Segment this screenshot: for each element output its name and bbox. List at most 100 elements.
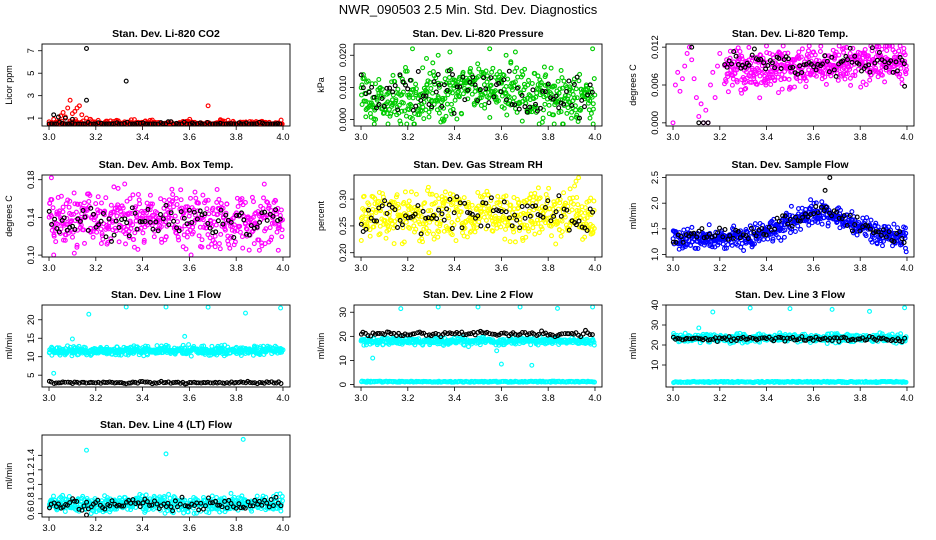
data-point <box>199 237 205 243</box>
data-point <box>742 64 748 70</box>
data-point <box>865 53 871 59</box>
data-point <box>684 51 690 56</box>
data-point <box>899 76 905 82</box>
data-point <box>746 62 752 68</box>
data-point <box>550 96 556 102</box>
data-point <box>135 246 141 252</box>
data-point <box>359 214 365 220</box>
data-point <box>450 72 455 78</box>
data-point <box>360 85 366 91</box>
data-point <box>172 213 178 219</box>
data-point <box>168 210 174 216</box>
data-point <box>210 205 216 211</box>
y-tick-label: 15 <box>26 333 37 344</box>
data-point <box>569 103 575 108</box>
data-point <box>501 72 507 78</box>
data-point <box>274 211 279 217</box>
data-point <box>205 103 211 109</box>
data-point <box>883 67 889 73</box>
data-point <box>53 239 59 245</box>
data-point <box>796 49 802 55</box>
data-point <box>587 82 593 88</box>
data-point <box>373 116 379 122</box>
data-point <box>166 222 172 228</box>
data-point <box>392 83 398 89</box>
data-point <box>590 101 596 107</box>
data-point <box>495 98 501 104</box>
data-point <box>733 62 739 68</box>
data-point <box>155 228 161 234</box>
data-point <box>435 52 441 58</box>
data-point <box>79 112 85 118</box>
data-point <box>103 234 109 240</box>
data-point <box>130 222 136 228</box>
data-point <box>481 75 487 81</box>
data-point <box>509 87 515 93</box>
data-point <box>872 60 878 66</box>
data-point <box>111 184 117 190</box>
data-point <box>852 53 858 59</box>
data-point <box>867 77 873 83</box>
data-point <box>408 90 414 95</box>
data-point <box>373 81 378 87</box>
data-point <box>529 81 535 86</box>
data-point <box>416 112 422 118</box>
data-point <box>558 100 564 106</box>
y-axis-label: degrees C <box>628 64 638 106</box>
data-point <box>124 220 130 226</box>
data-point <box>376 102 382 107</box>
x-tick-label: 3.8 <box>542 132 555 143</box>
data-point <box>194 216 200 222</box>
data-point <box>412 217 418 223</box>
data-point <box>460 69 466 75</box>
data-point <box>538 82 543 88</box>
data-point <box>779 86 785 92</box>
data-point <box>60 209 66 215</box>
data-point <box>717 51 723 56</box>
data-point <box>171 204 176 210</box>
data-point <box>483 86 489 92</box>
data-point <box>383 235 389 241</box>
data-point <box>543 72 549 78</box>
data-point <box>185 204 190 210</box>
data-point <box>168 216 174 221</box>
data-point <box>406 107 412 113</box>
data-point <box>754 81 760 87</box>
data-point <box>512 69 518 75</box>
data-point <box>213 229 219 235</box>
data-point <box>866 62 872 68</box>
data-point <box>183 246 189 252</box>
data-point <box>127 210 132 216</box>
data-point <box>403 82 408 88</box>
data-point <box>280 217 285 223</box>
data-point <box>841 49 846 55</box>
y-tick-label: 10 <box>338 355 349 366</box>
x-tick-label: 3.2 <box>401 263 414 274</box>
data-point <box>187 210 193 216</box>
data-point <box>65 105 71 111</box>
data-point <box>62 237 68 243</box>
data-point <box>140 120 146 126</box>
data-point <box>451 110 457 116</box>
data-point <box>873 65 879 71</box>
data-point <box>449 111 455 117</box>
data-point <box>391 199 397 205</box>
data-point <box>592 92 598 98</box>
data-point <box>492 88 498 94</box>
data-point <box>440 95 446 101</box>
data-point <box>503 97 509 103</box>
data-point <box>64 216 70 221</box>
data-point <box>404 68 410 74</box>
data-point <box>99 231 105 236</box>
data-point <box>893 59 899 65</box>
data-point <box>81 227 87 233</box>
data-point <box>899 57 905 63</box>
data-point <box>212 233 218 239</box>
data-point <box>679 76 685 82</box>
data-point <box>488 75 494 81</box>
data-point <box>447 75 452 80</box>
data-point <box>150 226 156 232</box>
data-point <box>60 204 66 210</box>
data-point <box>256 247 262 253</box>
data-point <box>776 90 781 96</box>
